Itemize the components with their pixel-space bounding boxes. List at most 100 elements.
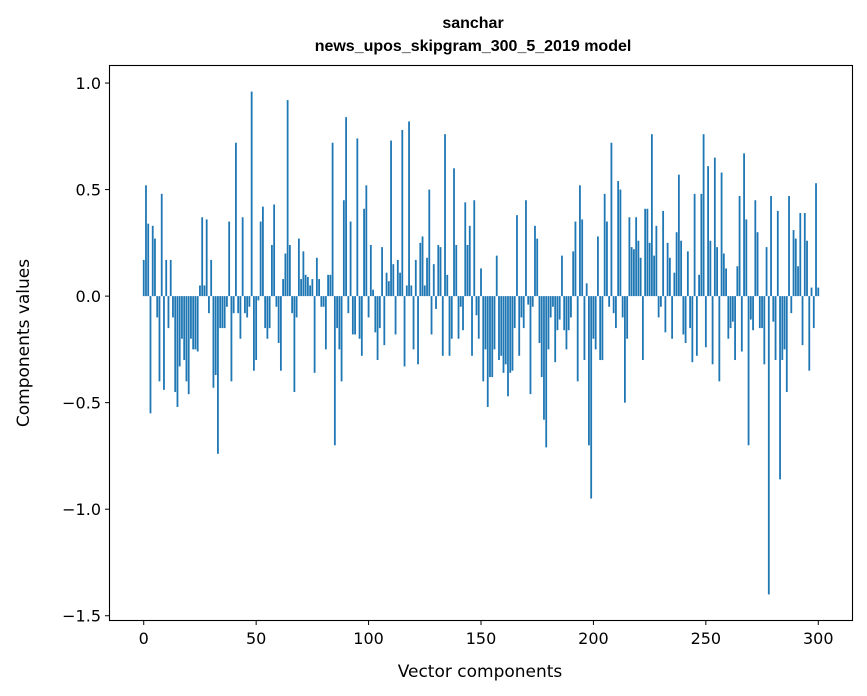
bar <box>673 272 676 297</box>
bar <box>394 296 397 335</box>
x-tick-label: 150 <box>466 629 497 648</box>
bar <box>808 296 811 371</box>
bar <box>684 296 687 343</box>
bar <box>270 244 273 297</box>
bar <box>228 221 231 297</box>
bar <box>765 247 768 297</box>
bar <box>446 274 449 297</box>
bar <box>794 238 797 297</box>
bar <box>594 296 597 350</box>
bar <box>421 236 424 297</box>
bar <box>147 223 150 297</box>
bar <box>761 296 763 329</box>
bar <box>284 253 287 297</box>
bar <box>657 296 660 318</box>
bar <box>574 221 577 297</box>
bar <box>360 296 363 356</box>
bar <box>731 296 734 322</box>
bar <box>527 296 530 305</box>
bar <box>601 296 604 361</box>
bar <box>338 296 341 350</box>
bar <box>453 168 455 297</box>
bar <box>142 259 145 297</box>
bar <box>624 296 626 403</box>
bar <box>444 134 446 297</box>
bar <box>689 296 692 329</box>
bar <box>297 238 300 297</box>
bar <box>324 296 327 350</box>
bar <box>378 296 381 329</box>
bar <box>208 296 210 314</box>
bar <box>704 296 707 348</box>
bar <box>606 221 608 297</box>
bar <box>237 296 240 314</box>
bar <box>702 134 705 297</box>
bar <box>549 296 552 318</box>
bar <box>711 296 714 365</box>
bar <box>572 251 575 297</box>
bar <box>219 296 222 329</box>
bar <box>736 266 739 297</box>
bar <box>383 296 386 346</box>
bar <box>401 129 404 297</box>
bar <box>790 296 793 314</box>
bar <box>471 296 473 356</box>
bar <box>709 240 712 297</box>
bar <box>671 296 674 339</box>
bar <box>210 259 213 297</box>
bar <box>619 189 622 297</box>
bar <box>315 257 318 297</box>
x-tick-label: 300 <box>803 629 834 648</box>
bar <box>390 140 392 297</box>
bar <box>686 251 689 297</box>
bar <box>160 193 163 297</box>
bar <box>306 276 309 297</box>
bar <box>693 193 696 297</box>
bar <box>262 206 264 297</box>
bar <box>646 208 649 297</box>
bar <box>241 217 244 297</box>
bar <box>597 236 599 297</box>
bar <box>610 142 613 297</box>
bar <box>495 255 498 297</box>
bar <box>612 296 615 314</box>
bar <box>459 296 462 307</box>
bar <box>367 296 370 318</box>
bar <box>543 296 545 420</box>
bar <box>630 247 633 297</box>
bar <box>437 244 440 297</box>
x-tick-label: 100 <box>353 629 384 648</box>
bar <box>174 296 177 392</box>
bar <box>648 242 651 297</box>
bar <box>504 296 507 365</box>
bar <box>740 296 743 352</box>
bar <box>313 296 316 373</box>
bar <box>286 100 289 297</box>
bar <box>264 296 267 329</box>
bar <box>172 296 174 318</box>
y-tick-label: −1.0 <box>62 500 101 519</box>
bar <box>628 217 631 297</box>
bar <box>293 296 296 392</box>
bar <box>248 296 251 307</box>
bar <box>354 296 356 335</box>
bar <box>342 200 345 297</box>
bar <box>486 296 489 407</box>
bar <box>498 296 500 361</box>
bar <box>408 121 410 297</box>
bar <box>448 296 451 356</box>
bar <box>309 285 312 297</box>
bar <box>311 279 314 297</box>
bar <box>331 142 334 297</box>
bar <box>801 296 804 346</box>
bar <box>720 172 723 297</box>
y-axis-ticks: 1.0 0.5 0.0 −0.5 −1.0 −1.5 <box>62 74 110 626</box>
bar <box>259 221 262 297</box>
bar <box>340 296 343 382</box>
bar <box>650 134 653 297</box>
bar <box>713 157 716 297</box>
bar <box>655 225 658 297</box>
bar <box>217 296 219 454</box>
bar <box>558 296 561 320</box>
bar <box>356 138 359 297</box>
